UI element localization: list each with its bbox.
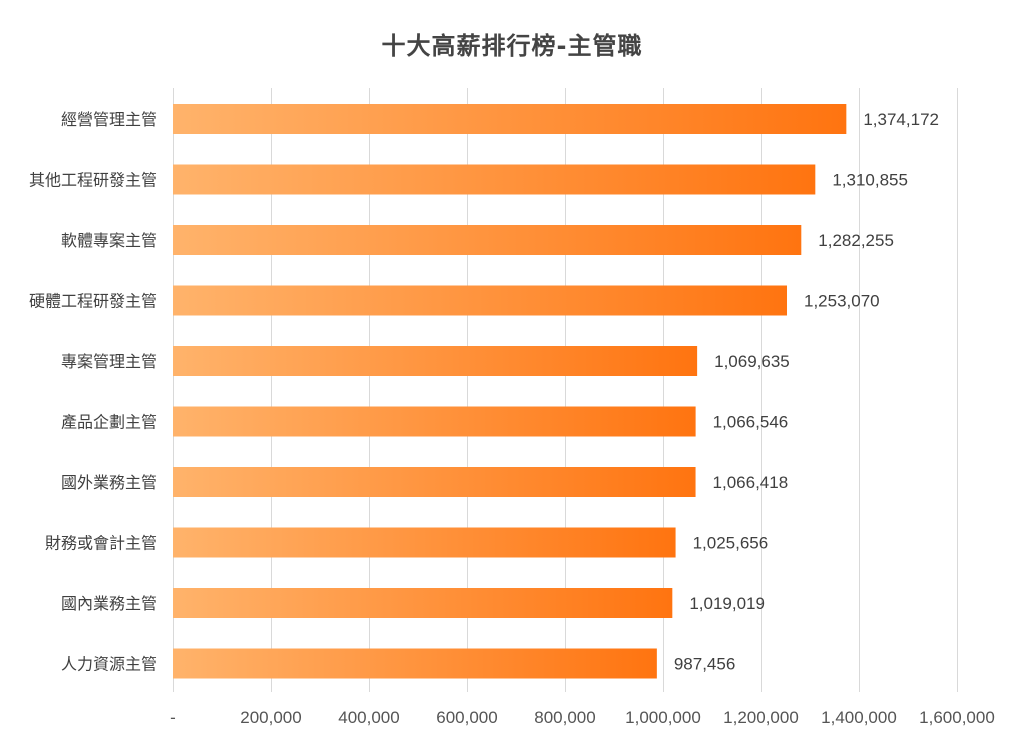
category-label: 經營管理主管 — [61, 110, 157, 129]
x-tick-label: 1,200,000 — [723, 708, 799, 727]
data-label: 1,066,546 — [713, 413, 789, 432]
bar — [173, 225, 802, 255]
data-label: 1,374,172 — [863, 110, 939, 129]
x-tick-label: - — [170, 708, 176, 727]
bars — [173, 104, 847, 679]
bar — [173, 527, 676, 558]
data-label: 1,019,019 — [689, 594, 765, 613]
chart-title: 十大高薪排行榜-主管職 — [381, 32, 643, 60]
data-label: 1,069,635 — [714, 352, 790, 371]
category-label: 國外業務主管 — [61, 473, 157, 492]
bar — [173, 104, 847, 134]
category-label: 產品企劃主管 — [61, 413, 157, 432]
bar — [173, 648, 657, 679]
bar — [173, 285, 788, 316]
bar — [173, 346, 698, 376]
x-tick-label: 1,600,000 — [919, 708, 995, 727]
data-label: 1,282,255 — [818, 231, 894, 250]
x-tick-label: 1,400,000 — [821, 708, 897, 727]
x-tick-label: 400,000 — [338, 708, 399, 727]
category-label: 其他工程研發主管 — [29, 171, 157, 190]
category-label: 硬體工程研發主管 — [29, 292, 157, 311]
bar — [173, 588, 673, 618]
x-tick-label: 200,000 — [240, 708, 301, 727]
x-tick-label: 1,000,000 — [625, 708, 701, 727]
x-tick-label: 800,000 — [534, 708, 595, 727]
data-label: 1,025,656 — [693, 534, 769, 553]
data-label: 1,066,418 — [713, 473, 789, 492]
labels: - 200,000 400,000 600,000 800,000 1,000,000 1,… — [29, 110, 995, 727]
data-label: 1,253,070 — [804, 292, 880, 311]
data-label: 987,456 — [674, 655, 735, 674]
category-label: 財務或會計主管 — [45, 534, 157, 553]
data-label: 1,310,855 — [832, 171, 908, 190]
category-label: 軟體專案主管 — [61, 231, 157, 250]
bar — [173, 406, 696, 437]
bar — [173, 467, 696, 497]
category-label: 專案管理主管 — [61, 352, 157, 371]
category-label: 國內業務主管 — [61, 594, 157, 613]
x-tick-label: 600,000 — [436, 708, 497, 727]
category-label: 人力資源主管 — [61, 655, 157, 674]
bar — [173, 164, 816, 195]
